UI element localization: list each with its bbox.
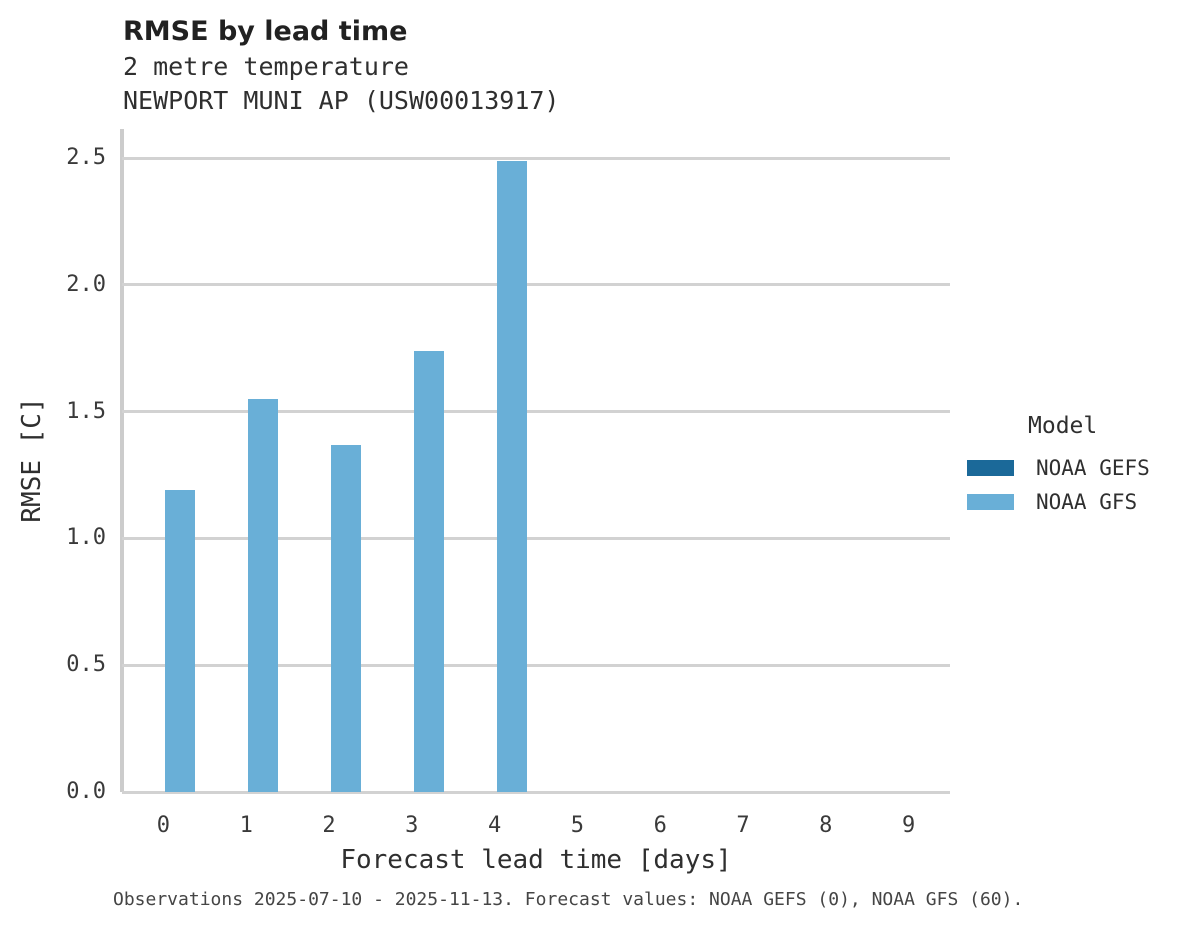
legend: Model NOAA GEFS NOAA GFS — [967, 413, 1150, 519]
legend-label-noaa-gfs: NOAA GFS — [1036, 490, 1138, 514]
x-tick-label-9: 9 — [901, 813, 916, 838]
bar-noaa-gfs-day-2 — [331, 444, 361, 792]
y-tick-label-2.5: 2.5 — [66, 145, 106, 171]
x-tick-label-1: 1 — [239, 813, 253, 838]
chart-title: RMSE by lead time — [123, 16, 408, 47]
x-tick-label-4: 4 — [487, 813, 502, 838]
legend-item-noaa-gfs: NOAA GFS — [967, 485, 1150, 519]
legend-swatch-noaa-gfs — [967, 494, 1014, 510]
gridline-y-0.5 — [122, 663, 950, 667]
chart-subtitle-variable: 2 metre temperature — [123, 52, 409, 81]
y-tick-label-0.5: 0.5 — [66, 652, 106, 678]
legend-item-noaa-gefs: NOAA GEFS — [967, 451, 1150, 485]
x-tick-label-7: 7 — [736, 813, 750, 838]
y-tick-label-1.5: 1.5 — [66, 398, 106, 424]
x-tick-label-2: 2 — [322, 813, 336, 838]
bar-noaa-gfs-day-0 — [165, 490, 196, 792]
y-axis-spine — [120, 129, 124, 792]
x-tick-label-6: 6 — [653, 813, 667, 838]
chart-header: RMSE by lead time 2 metre temperature NE… — [123, 16, 560, 116]
x-axis-label: Forecast lead time [days] — [340, 845, 732, 875]
footer-caption: Observations 2025-07-10 - 2025-11-13. Fo… — [113, 889, 1024, 910]
gridline-y-0.0 — [122, 790, 950, 794]
gridline-y-1.0 — [122, 536, 950, 540]
x-tick-label-5: 5 — [570, 813, 585, 838]
x-tick-label-8: 8 — [819, 813, 833, 838]
legend-title: Model — [1028, 413, 1098, 439]
bar-noaa-gfs-day-4 — [496, 160, 527, 792]
plot-area — [120, 129, 950, 794]
gridline-y-2.0 — [122, 283, 950, 287]
bar-noaa-gfs-day-3 — [413, 350, 444, 792]
legend-swatch-noaa-gefs — [967, 460, 1014, 476]
legend-label-noaa-gefs: NOAA GEFS — [1036, 456, 1150, 480]
y-tick-label-0.0: 0.0 — [66, 779, 106, 804]
bar-noaa-gfs-day-1 — [248, 399, 279, 792]
chart-subtitle-station: NEWPORT MUNI AP (USW00013917) — [123, 86, 560, 115]
x-tick-label-3: 3 — [405, 813, 419, 838]
y-tick-label-2.0: 2.0 — [66, 271, 106, 297]
gridline-y-1.5 — [122, 410, 950, 414]
x-tick-label-0: 0 — [156, 813, 171, 838]
gridline-y-2.5 — [122, 156, 950, 160]
y-tick-label-1.0: 1.0 — [66, 525, 106, 551]
